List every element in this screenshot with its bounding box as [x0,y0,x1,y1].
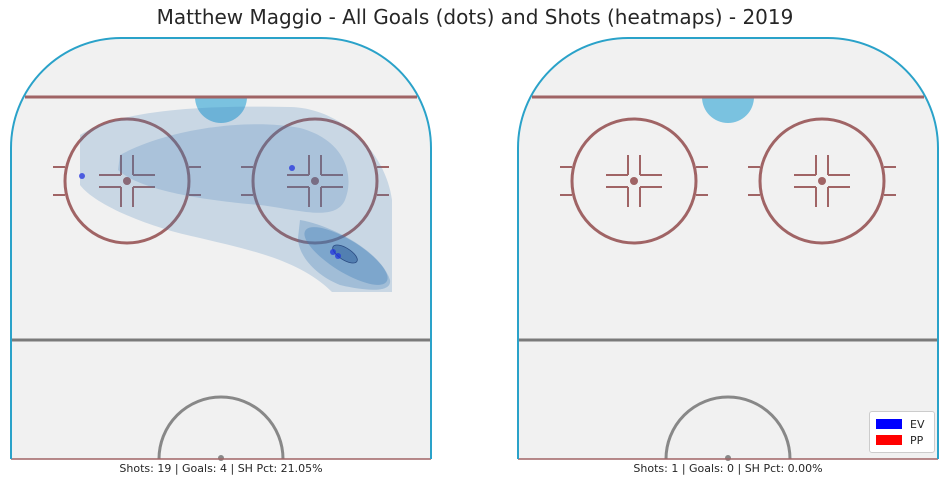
rink-panel-1 [10,37,432,461]
faceoff-ring [758,117,886,245]
faceoff-ring [570,117,698,245]
shot-heatmap [79,106,392,292]
center-circle [157,395,285,460]
heatmap-level-1 [80,106,392,292]
faceoff-circle-2 [748,117,896,245]
goal-crease [195,97,247,123]
ice-surface [518,38,938,459]
boards [517,37,939,459]
faceoff-dot [123,177,131,185]
left-panel-caption: Shots: 19 | Goals: 4 | SH Pct: 21.05% [119,462,323,475]
heatmap-peak [332,244,358,264]
legend-swatch-pp [876,435,902,445]
faceoff-circle-1 [53,117,201,245]
faceoff-circle-2 [241,117,389,245]
legend-item-pp: PP [876,433,923,447]
goal-dot [79,173,85,179]
center-dot [725,455,731,461]
goal-dot [330,249,336,255]
legend: EV PP [869,411,935,453]
legend-label-ev: EV [910,417,925,431]
legend-label-pp: PP [910,433,924,447]
faceoff-ring [63,117,191,245]
rink-panel-2 [517,37,939,461]
heatmap-level-2 [118,124,349,213]
center-dot [218,455,224,461]
legend-swatch-ev [876,419,902,429]
ice-surface [11,38,431,459]
faceoff-dot [818,177,826,185]
goal-dot [289,165,295,171]
legend-item-ev: EV [876,417,924,431]
faceoff-dot [311,177,319,185]
center-circle [664,395,792,460]
faceoff-circle-1 [560,117,708,245]
right-panel-caption: Shots: 1 | Goals: 0 | SH Pct: 0.00% [633,462,823,475]
faceoff-ring [251,117,379,245]
boards [10,37,432,459]
goal-dot [335,253,341,259]
goal-crease [702,97,754,123]
faceoff-dot [630,177,638,185]
chart-title: Matthew Maggio - All Goals (dots) and Sh… [156,5,794,29]
